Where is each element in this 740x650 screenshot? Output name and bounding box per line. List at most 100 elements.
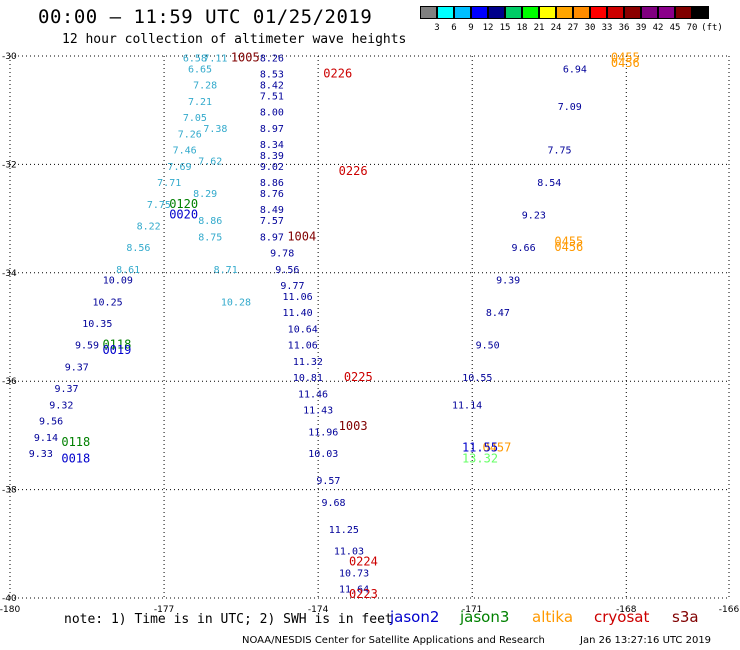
legend-swatch — [556, 6, 573, 19]
data-label: 9.56 — [275, 265, 299, 276]
data-label: 7.38 — [203, 124, 227, 135]
time-label: 0457 — [482, 441, 511, 455]
time-label: 0020 — [169, 208, 198, 222]
data-label: 7.71 — [157, 178, 181, 189]
data-label: 9.32 — [49, 400, 73, 411]
y-tick-label: -36 — [2, 377, 17, 387]
data-label: 8.56 — [126, 243, 150, 254]
time-label: 0455 — [611, 50, 640, 64]
data-label: 9.59 — [75, 341, 99, 352]
time-label: 0018 — [61, 452, 90, 466]
satellite-s3a: s3a — [672, 608, 699, 626]
data-label: 7.75 — [547, 146, 571, 157]
time-label: 0455 — [554, 235, 583, 249]
data-label: 8.00 — [260, 108, 284, 119]
data-label: 10.81 — [293, 373, 323, 384]
x-tick-label: -168 — [616, 605, 637, 615]
time-label: 0225 — [344, 370, 373, 384]
legend-swatch — [675, 6, 692, 19]
y-tick-label: -34 — [2, 269, 17, 279]
data-label: 9.57 — [316, 476, 340, 487]
data-label: 8.61 — [116, 265, 140, 276]
data-label: 7.09 — [558, 102, 582, 113]
data-label: 8.29 — [193, 189, 217, 200]
data-label: 9.56 — [39, 417, 63, 428]
legend-swatch — [692, 6, 709, 19]
time-label: 0226 — [339, 164, 368, 178]
legend-swatch — [471, 6, 488, 19]
x-tick-label: -174 — [308, 605, 329, 615]
data-label: 7.62 — [198, 156, 222, 167]
satellite-jason2: jason2 — [390, 608, 440, 626]
data-label: 8.34 — [260, 140, 284, 151]
data-label: 9.14 — [34, 433, 58, 444]
legend-swatch — [624, 6, 641, 19]
data-label: 8.86 — [260, 178, 284, 189]
legend-label: 30 — [584, 23, 596, 33]
data-label: 8.71 — [214, 265, 238, 276]
data-label: 6.65 — [188, 64, 212, 75]
data-label: 9.78 — [270, 249, 294, 260]
data-label: 10.09 — [103, 276, 133, 287]
time-label: 0226 — [323, 67, 352, 81]
y-tick-label: -32 — [2, 160, 17, 170]
legend-swatch — [573, 6, 590, 19]
legend-unit: (ft) — [701, 23, 723, 33]
data-label: 7.75 — [147, 200, 171, 211]
legend-swatch — [488, 6, 505, 19]
legend-label: 21 — [533, 23, 545, 33]
time-label: 0120 — [169, 197, 198, 211]
data-label: 7.05 — [183, 113, 207, 124]
time-label: 0456 — [554, 240, 583, 254]
x-tick-label: -171 — [462, 605, 482, 615]
x-tick-label: -166 — [719, 605, 740, 615]
data-label: 11.40 — [283, 308, 313, 319]
legend-swatch — [539, 6, 556, 19]
legend-label: 9 — [468, 23, 474, 33]
x-tick-label: -180 — [0, 605, 20, 615]
time-label: 1004 — [287, 229, 316, 243]
time-label: 0456 — [611, 56, 640, 70]
legend-label: 42 — [652, 23, 664, 33]
legend-label: 39 — [635, 23, 647, 33]
data-label: 8.97 — [260, 232, 284, 243]
data-label: 10.55 — [462, 373, 492, 384]
time-label: 0224 — [349, 554, 378, 568]
data-label: 9.02 — [260, 162, 284, 173]
data-label: 8.39 — [260, 151, 284, 162]
time-label: 1003 — [339, 419, 368, 433]
data-label: 11.25 — [329, 525, 359, 536]
data-label: 11.46 — [298, 389, 328, 400]
data-label: 10.73 — [339, 568, 369, 579]
legend-swatch — [437, 6, 454, 19]
legend-label: 24 — [550, 23, 562, 33]
legend-swatch — [590, 6, 607, 19]
data-label: 6.58 — [183, 53, 207, 64]
data-label: 7.46 — [173, 146, 197, 157]
data-label: 10.35 — [82, 319, 112, 330]
footer-timestamp: Jan 26 13:27:16 UTC 2019 — [580, 635, 712, 646]
data-label: 9.33 — [29, 449, 53, 460]
data-label: 8.22 — [137, 221, 161, 232]
data-label: 9.50 — [476, 341, 500, 352]
legend-label: 45 — [669, 23, 681, 33]
data-label: 9.68 — [322, 498, 346, 509]
time-label: 13.32 — [462, 452, 498, 466]
data-label: 8.86 — [198, 216, 222, 227]
time-label: 0118 — [102, 338, 131, 352]
data-label: 10.03 — [308, 449, 338, 460]
data-label: 11.43 — [303, 406, 333, 417]
data-label: 11.06 — [288, 341, 318, 352]
data-label: 7.26 — [178, 129, 202, 140]
time-label: 0118 — [61, 435, 90, 449]
y-tick-label: -40 — [2, 594, 17, 604]
data-label: 8.49 — [260, 205, 284, 216]
legend-swatch — [522, 6, 539, 19]
legend-label: 15 — [499, 23, 511, 33]
legend-swatch — [454, 6, 471, 19]
data-label: 8.53 — [260, 70, 284, 81]
data-label: 10.28 — [221, 297, 251, 308]
data-label: 11.14 — [452, 400, 482, 411]
legend-swatch — [420, 6, 437, 19]
data-label: 10.25 — [93, 297, 123, 308]
